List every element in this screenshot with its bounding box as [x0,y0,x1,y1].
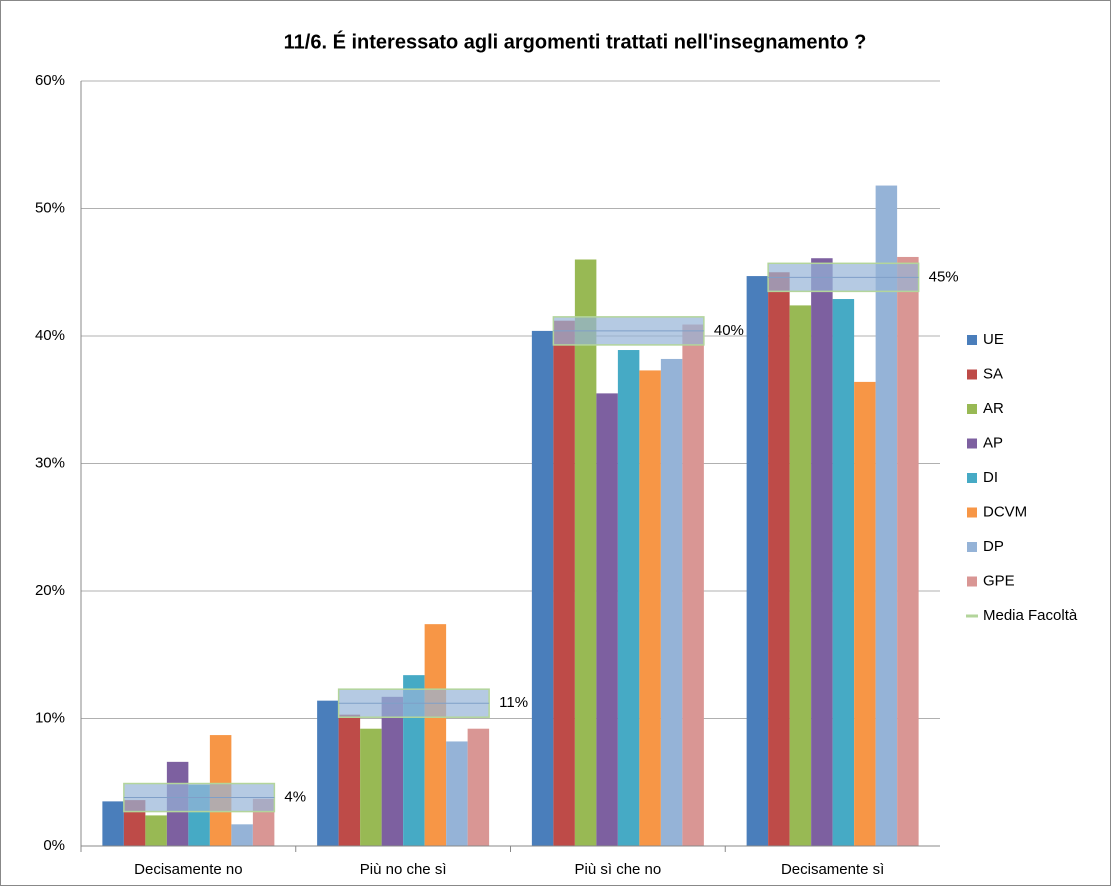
bar [768,272,790,846]
legend-label: GPE [983,572,1015,589]
bar [231,824,253,846]
legend-swatch [967,438,977,449]
y-tick-label: 10% [35,709,65,726]
legend-label: UE [983,331,1004,348]
y-tick-label: 60% [35,72,65,89]
bar [102,801,124,846]
y-tick-label: 40% [35,327,65,344]
legend-swatch [967,404,977,414]
bar [338,714,361,846]
bar [381,696,404,846]
x-tick-label: Più no che sì [360,861,447,878]
x-tick-label: Più sì che no [575,861,662,878]
bar [875,185,898,847]
bar [317,700,339,846]
data-label: 11% [499,694,528,711]
bar [446,741,468,846]
y-tick-label: 50% [35,199,65,216]
bar [531,330,554,846]
data-label: 4% [284,789,306,806]
bar [660,358,683,846]
x-tick-label: Decisamente sì [781,861,884,878]
bar [832,299,855,846]
bar [897,256,919,846]
legend-swatch [967,369,977,380]
bar [617,350,640,846]
legend-label: SA [983,365,1003,382]
y-tick-label: 30% [35,454,65,471]
legend-label: DI [983,469,998,486]
legend-label: AP [983,434,1003,451]
bar [811,258,833,847]
data-label: 45% [929,268,959,285]
bar [360,728,382,846]
legend-swatch [967,542,977,552]
legend-swatch [967,576,977,587]
legend-label: AR [983,400,1004,417]
y-tick-label: 0% [43,837,65,854]
bar [746,276,769,846]
bar [574,259,597,846]
bar [467,728,490,846]
bar [424,624,447,846]
bar [682,324,704,846]
x-tick-label: Decisamente no [134,861,242,878]
legend-swatch [967,473,977,483]
bar [639,370,661,846]
bar [596,393,618,846]
bar [854,381,876,846]
bar [553,320,575,846]
bar [145,815,167,846]
data-label: 40% [714,322,744,339]
legend-swatch [967,507,977,518]
chart-title: 11/6. É interessato agli argomenti tratt… [284,30,867,53]
bar [789,305,812,846]
legend-label: Media Facoltà [983,607,1078,624]
legend-label: DP [983,538,1004,555]
legend-swatch [967,335,977,345]
y-tick-label: 20% [35,582,65,599]
legend-label: DCVM [983,503,1027,520]
